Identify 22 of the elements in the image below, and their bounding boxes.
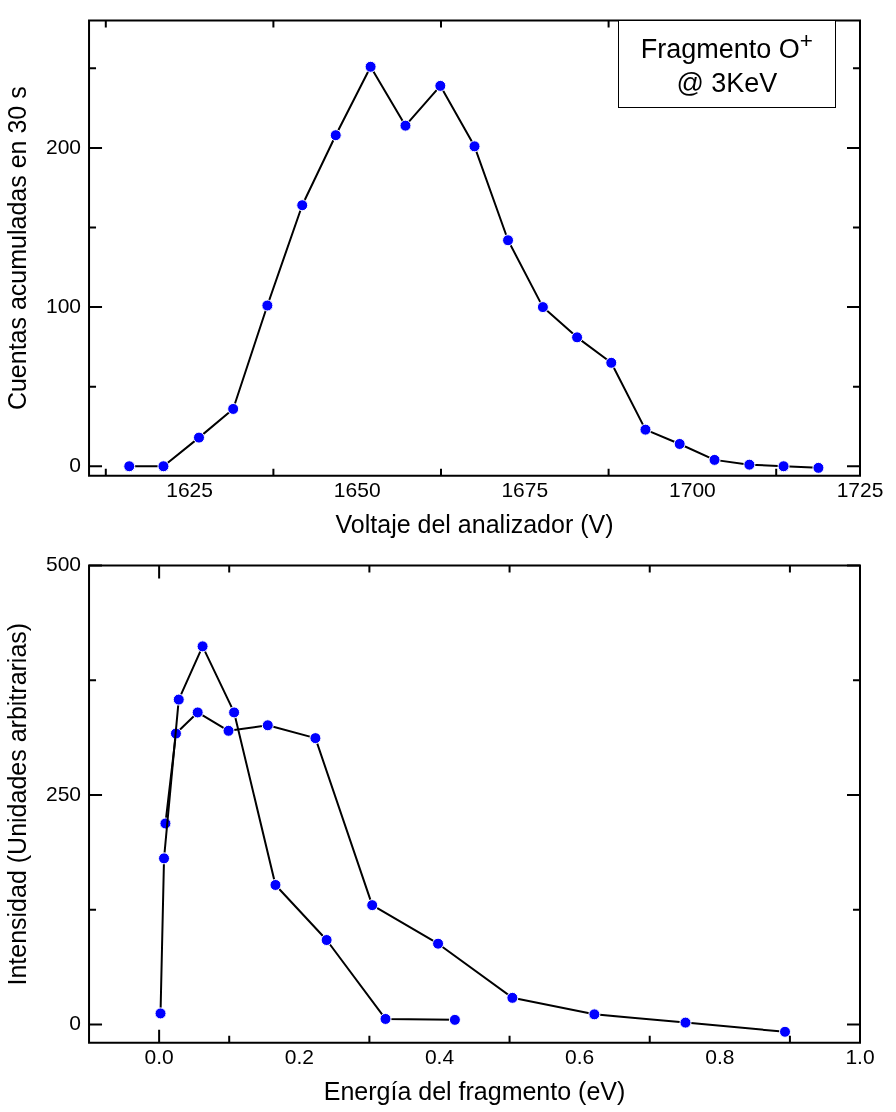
y-tick-label: 100 <box>45 293 82 317</box>
x-tick-label: 0.2 <box>284 1045 314 1069</box>
x-axis-title: Voltaje del analizador (V) <box>335 509 614 538</box>
y-axis-title: Cuentas acumuladas en 30 s <box>2 86 31 411</box>
y-tick-label: 250 <box>45 781 82 805</box>
x-tick-label: 1650 <box>333 478 381 502</box>
x-tick-label: 1675 <box>501 478 549 502</box>
y-tick-label: 500 <box>45 552 82 576</box>
x-tick-label: 0.4 <box>424 1045 455 1069</box>
x-tick-label: 1625 <box>166 478 213 502</box>
x-tick-label: 0.0 <box>144 1045 174 1069</box>
x-axis-title: Energía del fragmento (eV) <box>323 1076 626 1105</box>
x-tick-label: 1700 <box>669 478 716 502</box>
x-tick-label: 1725 <box>836 478 884 502</box>
y-tick-label: 0 <box>69 1011 82 1035</box>
y-axis-title: Intensidad (Unidades arbitrarias) <box>2 622 31 986</box>
x-tick-label: 0.8 <box>705 1045 735 1069</box>
y-tick-label: 0 <box>69 453 82 477</box>
x-tick-label: 0.6 <box>565 1045 595 1069</box>
y-tick-label: 200 <box>45 134 82 158</box>
x-tick-label: 1.0 <box>845 1045 875 1069</box>
annotation: Fragmento O$^{+}$ @ 3KeV <box>617 20 836 108</box>
